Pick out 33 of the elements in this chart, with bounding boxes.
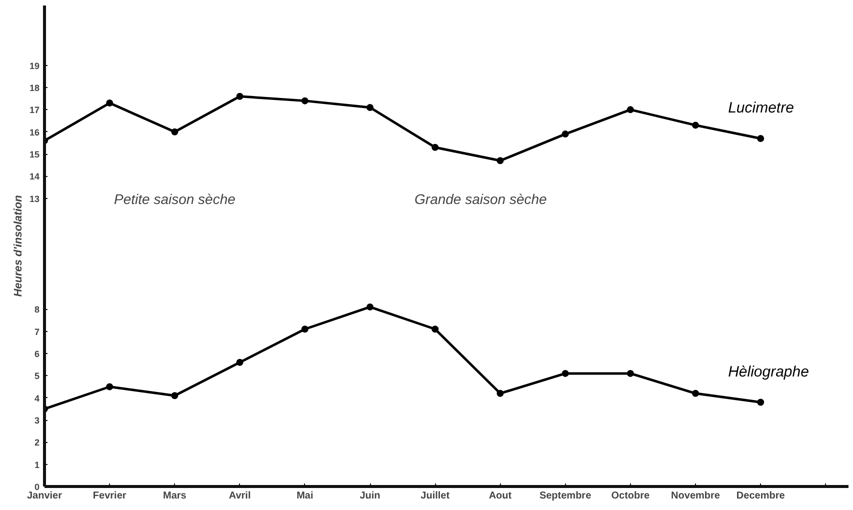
x-tick-label: Mai <box>296 490 314 502</box>
y-tick-label: 19 <box>29 60 40 71</box>
x-tick-label: Fevrier <box>92 490 126 502</box>
y-tick-label: 7 <box>34 326 40 337</box>
x-tick-label: Aout <box>488 490 512 502</box>
y-tick-label: 2 <box>34 438 40 448</box>
y-tick-label: 17 <box>29 105 40 116</box>
series-label: Lucimetre <box>728 99 794 116</box>
x-tick-label: Avril <box>228 490 251 502</box>
x-tick-label: Septembre <box>539 490 592 502</box>
x-tick-label: Novembre <box>671 490 720 502</box>
y-tick-label: 5 <box>34 371 40 382</box>
y-axis-title: Heures d'insolation <box>12 194 24 297</box>
y-tick-label: 3 <box>34 416 40 426</box>
x-tick-label: Janvier <box>26 490 62 502</box>
y-tick-label: 14 <box>29 172 40 182</box>
x-tick-label: Octobre <box>611 490 650 502</box>
y-tick-label: 15 <box>29 150 40 160</box>
y-tick-label: 13 <box>29 194 40 204</box>
series-label: Hèliographe <box>728 363 809 380</box>
annotation: Grande saison sèche <box>414 191 548 208</box>
y-tick-label: 16 <box>29 127 40 138</box>
y-tick-label: 8 <box>34 304 40 315</box>
y-tick-label: 4 <box>34 393 40 404</box>
y-tick-label: 0 <box>34 482 40 492</box>
x-tick-label: Juillet <box>420 490 450 502</box>
x-tick-label: Decembre <box>736 490 786 502</box>
y-tick-label: 1 <box>34 460 40 470</box>
x-tick-label: Juin <box>360 490 380 502</box>
y-tick-label: 6 <box>34 349 40 360</box>
annotation: Petite saison sèche <box>114 191 236 208</box>
x-tick-label: Mars <box>163 490 187 502</box>
y-tick-label: 18 <box>29 83 40 94</box>
